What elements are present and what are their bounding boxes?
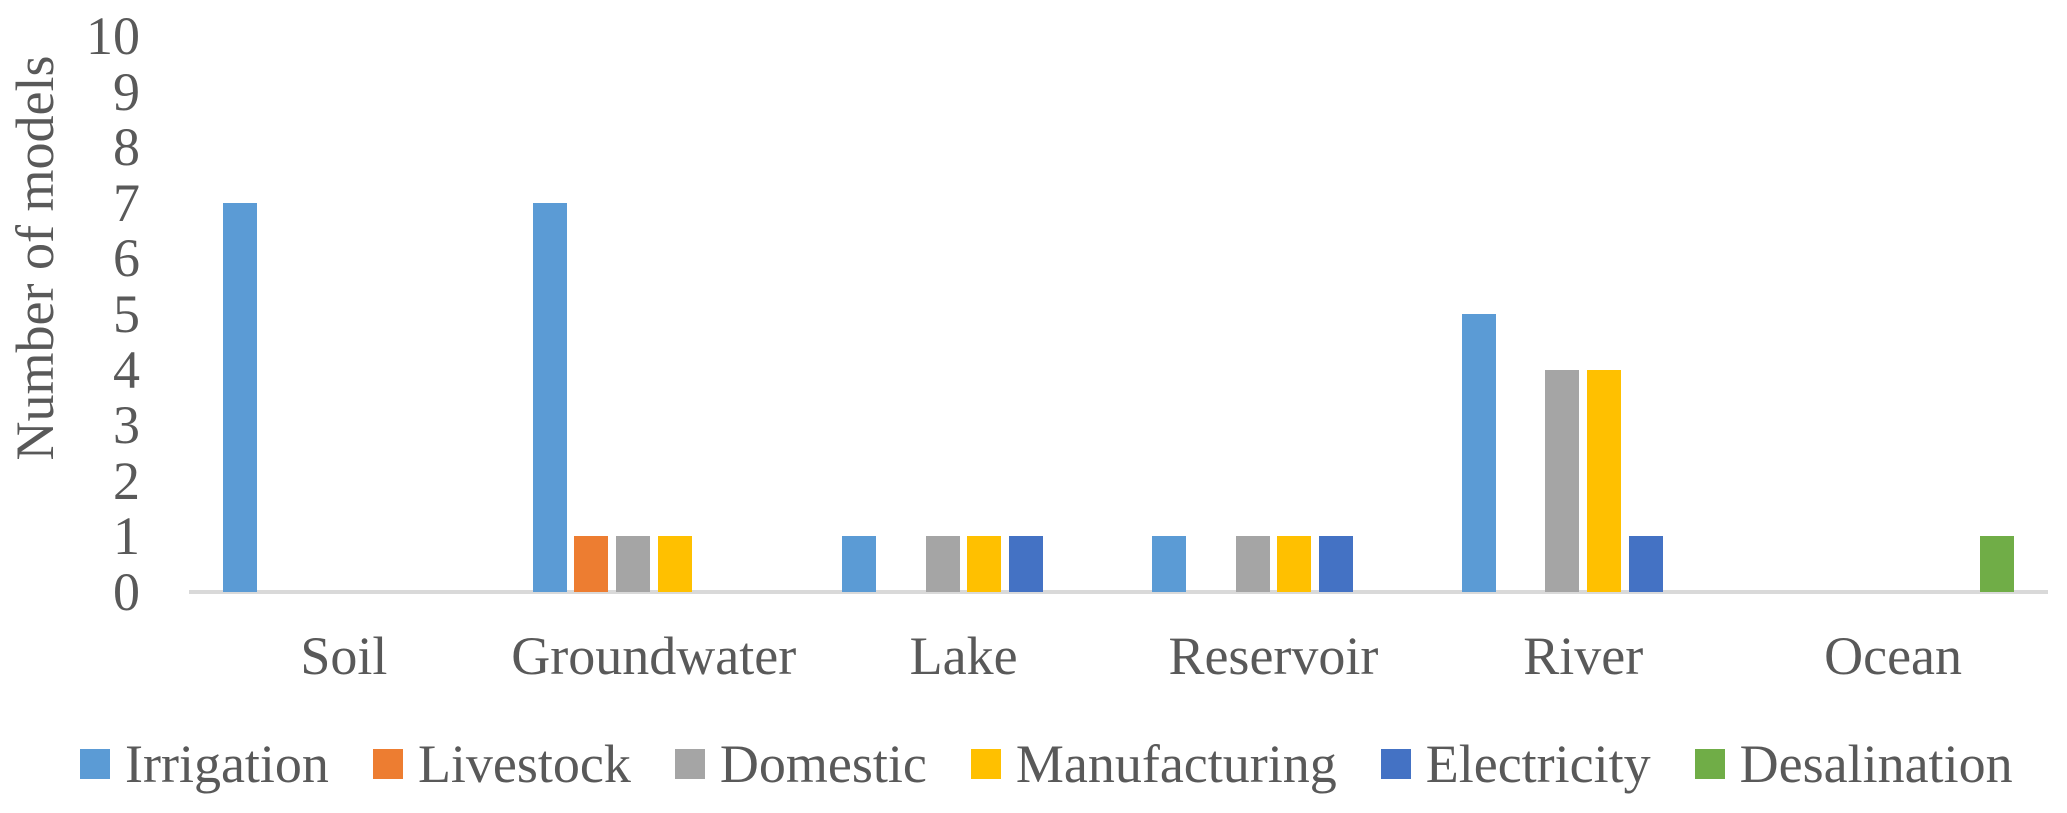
- y-tick-label-8: 8: [113, 117, 140, 178]
- y-tick-label-1: 1: [113, 506, 140, 567]
- y-tick-label-2: 2: [113, 450, 140, 511]
- y-tick-label-9: 9: [113, 61, 140, 122]
- bar-domestic-reservoir: [1235, 536, 1270, 592]
- legend-label: Manufacturing: [1015, 734, 1337, 794]
- x-axis-line: [189, 590, 2048, 594]
- bar-irrigation-groundwater: [532, 202, 567, 592]
- x-category-label-reservoir: Reservoir: [1168, 626, 1379, 686]
- y-tick-label-3: 3: [113, 395, 140, 456]
- legend-item-livestock: Livestock: [372, 734, 631, 794]
- y-tick-label-10: 10: [86, 6, 140, 66]
- legend: Irrigation Livestock Domestic Manufacturing…: [80, 737, 2013, 791]
- bar-electricity-reservoir: [1318, 536, 1353, 592]
- bar-livestock-groundwater: [574, 536, 609, 592]
- bar-manufacturing-river: [1587, 369, 1622, 592]
- bar-domestic-groundwater: [615, 536, 650, 592]
- legend-item-electricity: Electricity: [1380, 734, 1651, 794]
- y-tick-label-4: 4: [113, 339, 140, 400]
- legend-swatch-icon: [970, 749, 1001, 779]
- bar-domestic-lake: [925, 536, 960, 592]
- bar-domestic-river: [1545, 369, 1580, 592]
- legend-swatch-icon: [674, 749, 705, 779]
- x-category-label-lake: Lake: [909, 626, 1018, 686]
- bar-irrigation-soil: [222, 202, 257, 592]
- bar-electricity-river: [1628, 536, 1663, 592]
- legend-label: Electricity: [1425, 734, 1651, 794]
- legend-item-irrigation: Irrigation: [80, 737, 329, 791]
- y-tick-label-7: 7: [113, 172, 140, 233]
- x-category-label-ocean: Ocean: [1824, 626, 1963, 686]
- legend-swatch-icon: [1694, 749, 1725, 779]
- legend-label: Irrigation: [125, 734, 329, 794]
- bar-irrigation-lake: [842, 536, 877, 592]
- bar-electricity-lake: [1009, 536, 1044, 592]
- x-category-label-river: River: [1523, 626, 1644, 686]
- x-category-label-groundwater: Groundwater: [511, 626, 797, 686]
- legend-swatch-icon: [1380, 749, 1411, 779]
- bar-desalination-ocean: [1980, 536, 2015, 592]
- bar-irrigation-river: [1462, 314, 1497, 592]
- legend-item-desalination: Desalination: [1694, 734, 2013, 794]
- bar-irrigation-reservoir: [1152, 536, 1187, 592]
- y-tick-label-0: 0: [113, 562, 140, 622]
- x-category-label-soil: Soil: [300, 626, 388, 686]
- legend-swatch-icon: [80, 749, 110, 779]
- legend-label: Desalination: [1739, 734, 2013, 794]
- bar-manufacturing-reservoir: [1277, 536, 1312, 592]
- legend-swatch-icon: [372, 749, 403, 779]
- legend-item-domestic: Domestic: [674, 734, 927, 794]
- bar-manufacturing-groundwater: [657, 536, 692, 592]
- legend-label: Domestic: [719, 734, 927, 794]
- legend-item-manufacturing: Manufacturing: [970, 734, 1337, 794]
- y-tick-label-5: 5: [113, 284, 140, 344]
- legend-label: Livestock: [417, 734, 631, 794]
- bar-manufacturing-lake: [967, 536, 1002, 592]
- y-tick-label-6: 6: [113, 228, 140, 289]
